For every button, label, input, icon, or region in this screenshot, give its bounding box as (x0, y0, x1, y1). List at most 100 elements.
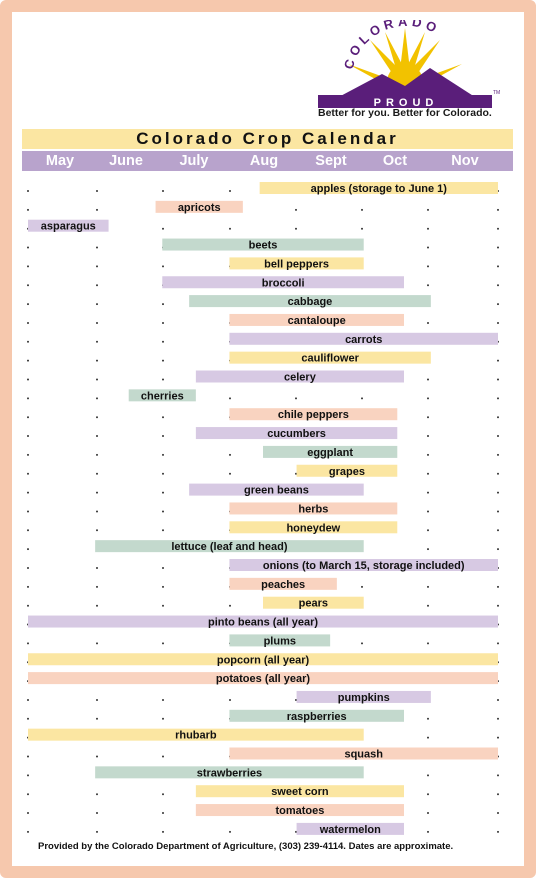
guide-dot (162, 190, 164, 192)
crop-label: broccoli (262, 277, 305, 289)
guide-dot (427, 793, 429, 796)
crop-bar (162, 238, 364, 251)
guide-dot (229, 472, 231, 475)
guide-dot (96, 717, 98, 720)
guide-dot (427, 604, 429, 607)
guide-dot (27, 548, 29, 551)
guide-dot (497, 416, 499, 419)
guide-dot (427, 642, 429, 645)
guide-dot (96, 359, 98, 362)
crop-label: potatoes (all year) (216, 673, 310, 685)
crop-label: raspberries (287, 711, 347, 723)
guide-dot (27, 642, 29, 645)
guide-dot (497, 548, 499, 551)
crop-bar (229, 521, 398, 534)
crop-label: lettuce (leaf and head) (171, 541, 287, 553)
guide-dot (497, 585, 499, 588)
crop-bar (263, 445, 398, 458)
crop-bar (229, 257, 364, 270)
guide-dot (96, 529, 98, 532)
crop-label: sweet corn (271, 786, 329, 798)
month-label: July (179, 153, 209, 169)
guide-dot (361, 208, 363, 211)
guide-dot (27, 604, 29, 607)
guide-dot (295, 227, 297, 230)
guide-dot (229, 397, 231, 400)
guide-dot (96, 340, 98, 343)
guide-dot (497, 378, 499, 381)
crop-bar (195, 804, 404, 817)
guide-dot (497, 453, 499, 456)
guide-dot (497, 736, 499, 739)
guide-dot (27, 435, 29, 438)
guide-dot (96, 190, 98, 192)
guide-dot (162, 340, 164, 343)
guide-dot (162, 491, 164, 494)
guide-dot (229, 604, 231, 607)
guide-dot (96, 755, 98, 758)
guide-dot (162, 359, 164, 362)
month-label: Nov (451, 153, 479, 169)
guide-dot (427, 453, 429, 456)
guide-dot (427, 246, 429, 249)
guide-dot (96, 265, 98, 268)
crop-label: celery (284, 372, 317, 384)
guide-dot (96, 830, 98, 833)
crop-label: rhubarb (175, 730, 217, 742)
guide-dot (497, 717, 499, 720)
crop-bar (296, 822, 404, 835)
crop-bar (95, 766, 364, 779)
crop-bar (229, 408, 398, 421)
guide-dot (427, 585, 429, 588)
guide-dot (295, 472, 297, 475)
crop-bar (28, 653, 498, 666)
guide-dot (96, 246, 98, 249)
crop-bar (128, 389, 196, 402)
guide-dot (361, 227, 363, 230)
crop-label: tomatoes (275, 805, 324, 817)
guide-dot (162, 529, 164, 532)
guide-dot (96, 435, 98, 438)
crop-label: carrots (345, 334, 382, 346)
guide-dot (96, 642, 98, 645)
guide-dot (96, 510, 98, 513)
month-header-band: May June July Aug Sept Oct Nov (22, 151, 513, 171)
guide-dot (27, 190, 29, 192)
guide-dot (497, 284, 499, 287)
guide-dot (497, 830, 499, 833)
guide-dot (96, 208, 98, 211)
crop-bar (229, 313, 404, 326)
crop-bar (195, 785, 404, 798)
guide-dot (162, 416, 164, 419)
guide-dot (229, 698, 231, 701)
guide-dot (229, 227, 231, 230)
guide-dot (162, 472, 164, 475)
guide-dot (27, 303, 29, 306)
crop-label: popcorn (all year) (217, 654, 310, 666)
guide-dot (427, 397, 429, 400)
crop-bar (95, 540, 364, 553)
guide-dot (27, 208, 29, 211)
crop-bar (195, 370, 404, 383)
colorado-proud-logo: COLORADO PROUD TM (318, 20, 500, 109)
crop-label: chile peppers (278, 409, 349, 421)
guide-dot (497, 435, 499, 438)
crop-label: beets (249, 240, 278, 252)
guide-dot (229, 190, 231, 192)
logo-banner-text: PROUD (374, 97, 439, 109)
crop-label: green beans (244, 485, 309, 497)
guide-dot (162, 321, 164, 324)
crop-label: cucumbers (267, 428, 326, 440)
guide-dot (96, 378, 98, 381)
guide-dot (162, 812, 164, 815)
guide-dot (427, 717, 429, 720)
guide-dot (295, 397, 297, 400)
guide-dot (27, 491, 29, 494)
month-label: Aug (249, 153, 279, 169)
guide-dot (27, 755, 29, 758)
crop-bar (189, 483, 364, 496)
guide-dot (96, 812, 98, 815)
guide-dot (162, 453, 164, 456)
guide-dot (361, 642, 363, 645)
guide-dot (497, 529, 499, 532)
